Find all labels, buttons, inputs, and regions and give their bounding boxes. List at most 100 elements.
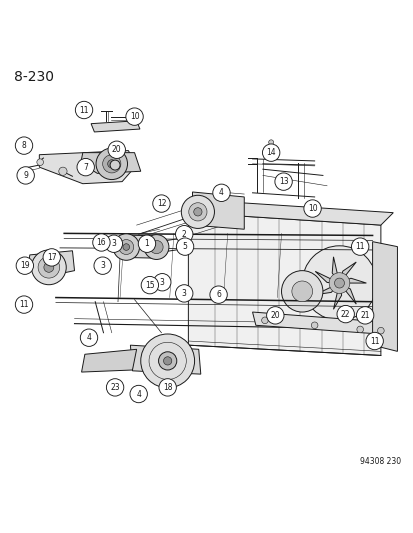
Circle shape [17, 167, 34, 184]
Text: 11: 11 [369, 336, 378, 345]
Polygon shape [91, 121, 140, 132]
Circle shape [94, 257, 111, 274]
Circle shape [110, 160, 120, 170]
Text: 12: 12 [157, 199, 166, 208]
Circle shape [77, 158, 94, 176]
Text: 4: 4 [218, 188, 223, 197]
Circle shape [159, 378, 176, 396]
Circle shape [140, 334, 194, 388]
Text: 14: 14 [266, 148, 275, 157]
Polygon shape [252, 312, 390, 335]
Circle shape [281, 271, 322, 312]
Circle shape [44, 262, 54, 272]
Circle shape [175, 285, 192, 302]
Text: 8-230: 8-230 [14, 70, 55, 84]
Text: 3: 3 [159, 278, 164, 287]
Circle shape [158, 352, 176, 370]
Text: 5: 5 [182, 242, 187, 251]
Text: 8: 8 [21, 141, 26, 150]
Circle shape [261, 317, 268, 324]
Circle shape [209, 286, 227, 303]
Circle shape [106, 378, 123, 396]
Text: 9: 9 [23, 171, 28, 180]
Circle shape [80, 329, 97, 346]
Circle shape [334, 278, 344, 288]
Polygon shape [81, 349, 136, 372]
Circle shape [15, 137, 33, 155]
Circle shape [153, 273, 171, 291]
Circle shape [43, 249, 60, 266]
Circle shape [152, 195, 170, 212]
Polygon shape [314, 271, 339, 283]
Circle shape [356, 326, 363, 333]
Text: 11: 11 [19, 300, 28, 309]
Circle shape [119, 240, 133, 254]
Text: 6: 6 [216, 290, 221, 299]
Text: 13: 13 [278, 177, 288, 186]
Circle shape [351, 238, 368, 255]
Circle shape [141, 277, 158, 294]
Polygon shape [188, 200, 392, 225]
Circle shape [150, 240, 163, 254]
Polygon shape [333, 283, 341, 309]
Circle shape [105, 235, 122, 253]
Circle shape [16, 257, 33, 274]
Polygon shape [122, 235, 159, 258]
Text: 1: 1 [144, 239, 149, 248]
Circle shape [365, 333, 382, 350]
Text: 20: 20 [270, 311, 280, 320]
Circle shape [126, 108, 143, 125]
Polygon shape [331, 257, 339, 283]
Circle shape [188, 203, 206, 221]
Text: 17: 17 [47, 253, 57, 262]
Circle shape [85, 333, 93, 341]
Circle shape [328, 273, 349, 293]
Circle shape [107, 160, 116, 168]
Polygon shape [28, 251, 74, 277]
Circle shape [377, 327, 383, 334]
Polygon shape [372, 241, 396, 351]
Circle shape [15, 296, 33, 313]
Text: 11: 11 [79, 106, 88, 115]
Circle shape [113, 234, 139, 260]
Text: 18: 18 [163, 383, 172, 392]
Text: 3: 3 [111, 239, 116, 248]
Circle shape [303, 200, 320, 217]
Circle shape [175, 225, 192, 243]
Polygon shape [130, 345, 200, 374]
Circle shape [193, 208, 202, 216]
Text: 16: 16 [96, 238, 106, 247]
Circle shape [37, 159, 43, 165]
Text: 7: 7 [83, 163, 88, 172]
Circle shape [144, 235, 169, 260]
Circle shape [301, 246, 376, 320]
Circle shape [130, 385, 147, 403]
Polygon shape [39, 151, 136, 184]
Circle shape [123, 244, 129, 251]
Text: 10: 10 [129, 112, 139, 121]
Polygon shape [188, 213, 380, 356]
Text: 19: 19 [20, 261, 30, 270]
Text: 4: 4 [86, 333, 91, 342]
Circle shape [102, 155, 121, 173]
Polygon shape [314, 283, 339, 295]
Circle shape [176, 238, 193, 255]
Text: 22: 22 [340, 310, 349, 319]
Circle shape [138, 235, 155, 253]
Circle shape [31, 250, 66, 285]
Circle shape [181, 195, 214, 229]
Circle shape [93, 234, 110, 251]
Circle shape [274, 173, 292, 190]
Circle shape [311, 322, 317, 329]
Circle shape [262, 144, 279, 161]
Text: 23: 23 [110, 383, 120, 392]
Circle shape [59, 167, 67, 175]
Circle shape [212, 184, 230, 201]
Text: 15: 15 [145, 281, 154, 289]
Text: 11: 11 [355, 242, 364, 251]
Circle shape [291, 281, 312, 302]
Polygon shape [192, 192, 244, 229]
Text: 20: 20 [112, 146, 121, 154]
Circle shape [336, 305, 354, 323]
Polygon shape [81, 152, 140, 173]
